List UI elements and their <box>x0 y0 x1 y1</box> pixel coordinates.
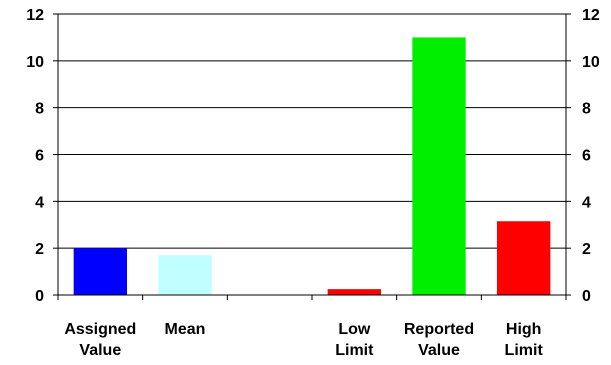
x-category-label: Value <box>79 342 121 359</box>
y-tick-label-left: 2 <box>35 241 44 258</box>
x-category-label: Low <box>338 321 371 338</box>
y-tick-label-right: 4 <box>582 194 591 211</box>
y-tick-label-left: 8 <box>35 101 44 118</box>
y-tick-label-right: 8 <box>582 101 591 118</box>
axes <box>53 13 571 300</box>
x-category-label: Value <box>418 342 460 359</box>
y-tick-label-left: 4 <box>35 194 44 211</box>
bar <box>327 289 382 295</box>
y-tick-label-right: 12 <box>582 7 600 24</box>
left-y-tick-labels: 0 2 4 6 8 10 12 <box>26 7 44 305</box>
y-tick-label-right: 10 <box>582 54 600 71</box>
y-tick-label-left: 12 <box>26 7 44 24</box>
bar <box>73 248 128 295</box>
x-category-label: High <box>506 321 542 338</box>
y-tick-label-right: 6 <box>582 148 591 165</box>
bar <box>496 221 551 295</box>
bars <box>73 37 551 296</box>
y-tick-label-right: 2 <box>582 241 591 258</box>
bar <box>412 37 466 296</box>
gridlines <box>58 13 566 296</box>
x-category-label: Reported <box>404 321 474 338</box>
y-tick-label-right: 0 <box>582 288 591 305</box>
x-category-label: Limit <box>505 342 544 359</box>
y-tick-label-left: 6 <box>35 148 44 165</box>
x-category-labels: Assigned Value Mean Low Limit Reported Value Hi… <box>64 321 543 359</box>
x-category-label: Assigned <box>64 321 136 338</box>
bar <box>158 255 212 295</box>
y-tick-label-left: 0 <box>35 288 44 305</box>
y-tick-label-left: 10 <box>26 54 44 71</box>
right-y-tick-labels: 0 2 4 6 8 10 12 <box>582 7 600 305</box>
x-category-label: Limit <box>335 342 374 359</box>
x-category-label: Mean <box>165 321 206 338</box>
